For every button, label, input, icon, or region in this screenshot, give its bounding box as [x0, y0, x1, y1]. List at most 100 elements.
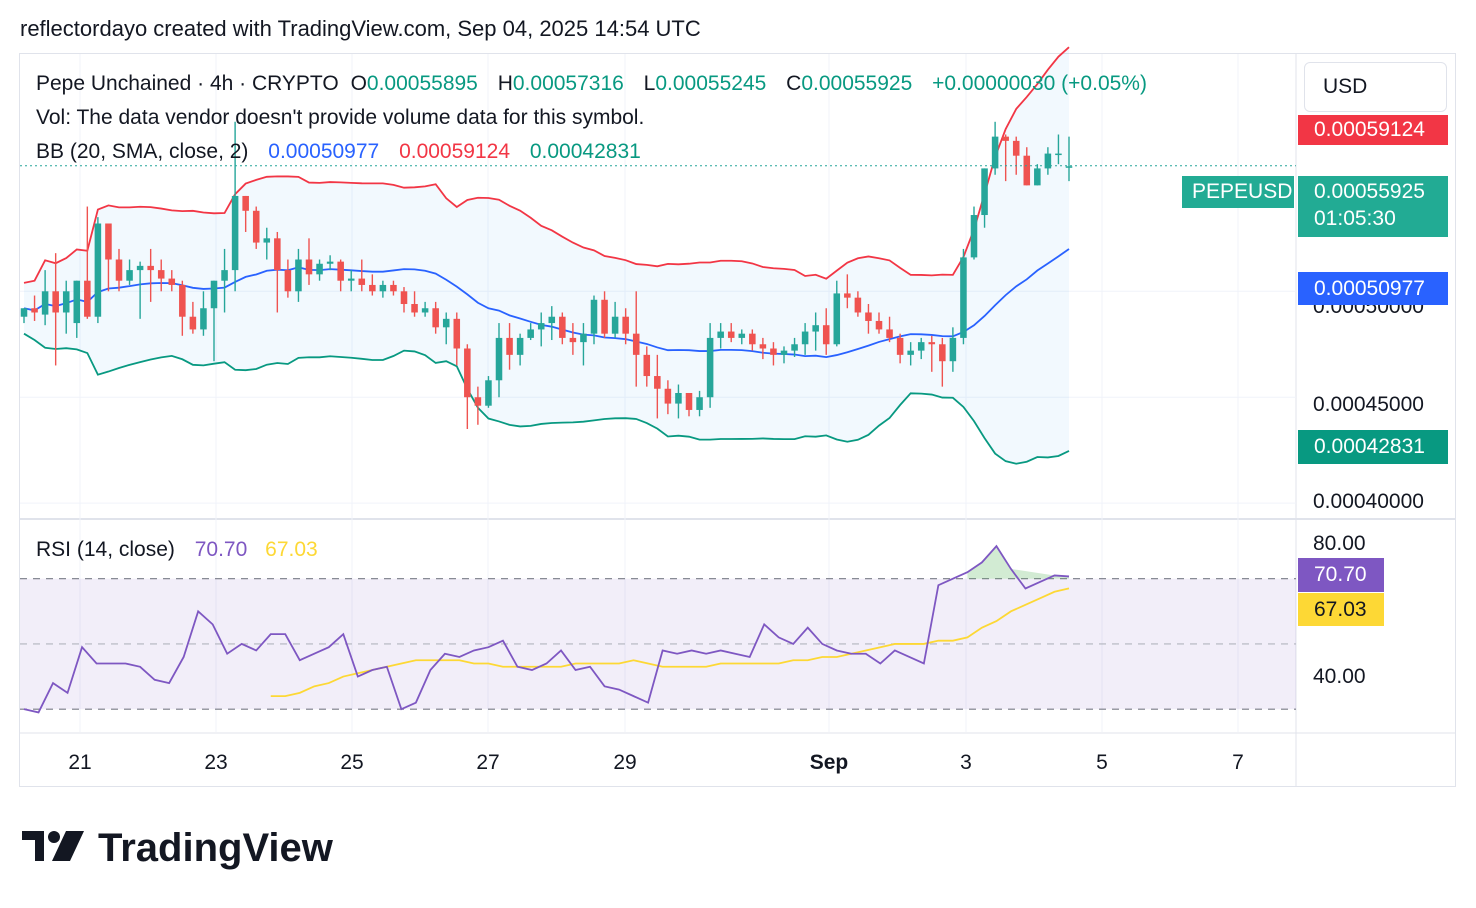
bb-lower-line [23, 332, 1070, 465]
candle-body [865, 312, 872, 321]
candle-body [664, 388, 672, 404]
time-axis-label: Sep [810, 751, 849, 774]
candle-body [1055, 153, 1062, 156]
high-label: H [497, 72, 513, 95]
bb-lower-price-tag: 0.00042831 [1298, 430, 1448, 464]
candle-body [706, 337, 714, 398]
time-axis-label: 23 [204, 751, 227, 774]
candle-body [590, 299, 598, 334]
chart-header: reflectordayo created with TradingView.c… [20, 16, 701, 41]
candle-body [1044, 153, 1052, 169]
last-price-tag: 0.00055925 01:05:30 [1298, 176, 1448, 237]
rsi-value: 70.70 [194, 538, 248, 561]
candle-body [643, 354, 651, 377]
bb-upper-value: 0.00059124 [399, 140, 511, 163]
rsi-axis-label: 40.00 [1313, 665, 1366, 688]
high-value: 0.00057316 [512, 72, 624, 95]
candle-body [474, 397, 482, 406]
low-value: 0.00055245 [655, 72, 767, 95]
currency-button[interactable]: USD [1304, 62, 1447, 112]
rsi-overbought-fill [967, 546, 1069, 579]
candle-body [168, 278, 176, 285]
candle-body [347, 278, 355, 281]
candle-body [379, 284, 387, 292]
candle-body [896, 337, 904, 355]
candle-body [105, 223, 112, 260]
candle-body [949, 337, 957, 362]
rsi-legend: RSI (14, close) 70.70 67.03 [36, 538, 324, 562]
candle-body [411, 304, 418, 313]
time-axis-label: 7 [1232, 751, 1244, 774]
candle-body [73, 280, 81, 324]
candle-body [369, 284, 376, 292]
candle-body [770, 348, 777, 355]
candle-body [84, 280, 91, 317]
candle-body [738, 333, 746, 338]
candle-body [622, 316, 629, 334]
time-axis-label: 29 [613, 751, 636, 774]
candle-body [432, 308, 439, 328]
candle-body [179, 284, 186, 317]
candle-body [390, 284, 397, 292]
candle-body [115, 259, 123, 281]
candle-body [527, 329, 534, 338]
candle-body [62, 291, 70, 313]
candle-body [928, 342, 936, 345]
candle-body [960, 257, 967, 338]
candle-body [632, 333, 640, 355]
candle-body [611, 316, 619, 334]
tradingview-logo-text: TradingView [98, 826, 333, 870]
bb-legend: BB (20, SMA, close, 2) 0.00050977 0.0005… [36, 140, 647, 164]
time-axis-label: 3 [960, 751, 972, 774]
candle-body [601, 299, 608, 334]
candle-body [358, 278, 366, 285]
rsi-label[interactable]: RSI (14, close) [36, 538, 175, 561]
candle-body [759, 344, 767, 349]
bb-upper-line [23, 46, 1070, 284]
bb-basis-price-tag: 0.00050977 [1298, 272, 1448, 305]
candle-body [506, 337, 513, 355]
chart-frame [19, 53, 1456, 787]
rsi-line [23, 544, 1070, 714]
candle-body [20, 308, 28, 317]
candle-body [516, 337, 524, 355]
close-value: 0.00055925 [801, 72, 913, 95]
time-axis-label: 25 [340, 751, 363, 774]
change-value: +0.00000030 (+0.05%) [932, 72, 1147, 95]
candle-body [717, 331, 724, 338]
candle-body [210, 280, 218, 309]
symbol-title[interactable]: Pepe Unchained · 4h · CRYPTO [36, 72, 339, 95]
bb-label[interactable]: BB (20, SMA, close, 2) [36, 140, 249, 163]
candle-body [875, 320, 883, 330]
candle-body [749, 333, 756, 345]
bb-band-fill [24, 47, 1069, 464]
candle-body [200, 308, 207, 330]
candle-body [147, 265, 154, 271]
candle-body [421, 308, 429, 313]
candle-body [654, 376, 661, 389]
candle-body [252, 210, 260, 243]
candle-body [231, 195, 239, 271]
candle-body [970, 215, 978, 258]
rsi-ma-line [270, 587, 1070, 698]
candle-body [485, 380, 492, 406]
candle-body [801, 331, 809, 345]
candle-body [94, 223, 102, 317]
candle-body [1065, 166, 1073, 168]
candle-body [1012, 140, 1020, 156]
time-axis-label: 21 [68, 751, 91, 774]
candle-body [844, 293, 851, 298]
candle-body [685, 392, 693, 410]
candle-body [559, 316, 566, 338]
bb-basis-line [23, 248, 1070, 358]
candle-body [41, 291, 49, 315]
tradingview-logo[interactable]: TradingView [22, 826, 333, 873]
open-value: 0.00055895 [366, 72, 478, 95]
candle-body [305, 259, 313, 275]
candle-body [907, 350, 914, 355]
candle-body [31, 308, 38, 313]
candle-body [886, 329, 893, 338]
candle-body [780, 350, 788, 355]
rsi-ma-price-tag: 67.03 [1298, 593, 1384, 626]
